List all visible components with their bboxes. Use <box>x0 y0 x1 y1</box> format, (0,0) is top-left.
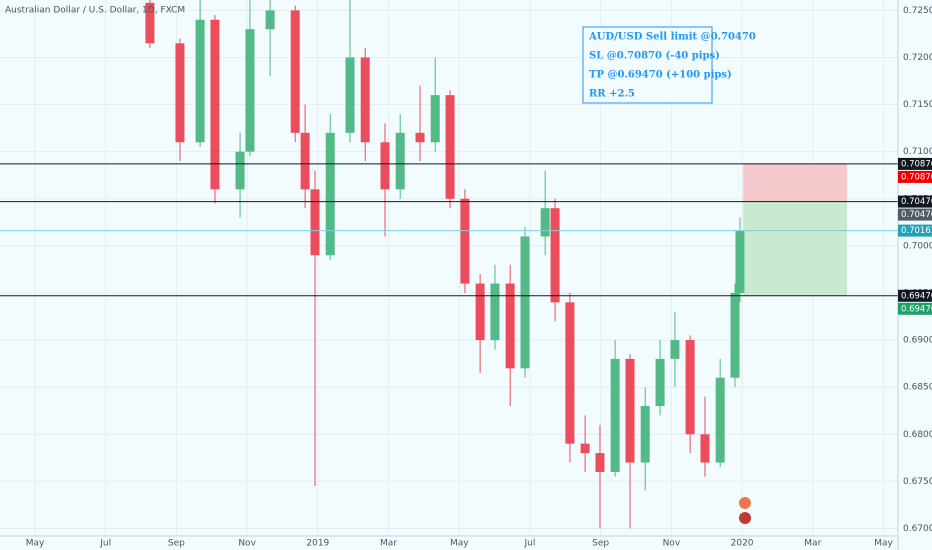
x-tick-label: May <box>450 539 469 549</box>
candle-body <box>715 377 725 463</box>
candle-body <box>460 198 470 284</box>
annotation-line: SL @0.70870 (-40 pips) <box>589 51 720 62</box>
x-tick-label: 2020 <box>731 539 754 549</box>
candle-body <box>730 292 740 378</box>
candle-body <box>345 57 355 133</box>
candle-body <box>265 10 275 30</box>
annotation-line: RR +2.5 <box>589 89 635 100</box>
candle-body <box>610 358 620 472</box>
candle-body <box>235 151 245 190</box>
candle-body <box>445 95 455 199</box>
candle-body <box>655 358 665 407</box>
price-label: 0.69470 <box>901 291 932 301</box>
axis-layer: 0.670000.675000.680000.685000.690000.695… <box>26 6 932 549</box>
price-label-bg <box>898 208 932 221</box>
x-tick-label: Nov <box>663 539 681 549</box>
candle-body <box>395 132 405 190</box>
price-label-bg <box>898 224 932 237</box>
candle-body <box>175 43 185 143</box>
candle-body <box>145 2 155 44</box>
annotation-box: AUD/USD Sell limit @0.70470 SL @0.70870 … <box>582 26 756 104</box>
candle-body <box>540 208 550 237</box>
x-tick-label: Sep <box>592 539 609 549</box>
candle-body <box>380 142 390 190</box>
candle-body <box>580 443 590 454</box>
candle-body <box>640 406 650 463</box>
price-label-bg <box>898 157 932 170</box>
candle-body <box>625 358 635 463</box>
price-label: 0.70470 <box>901 197 932 207</box>
x-tick-label: May <box>874 539 893 549</box>
event-icon <box>739 512 751 524</box>
target-zone <box>743 201 848 296</box>
candle-body <box>505 283 515 369</box>
candle-body <box>595 453 605 472</box>
annotation-line: TP @0.69470 (+100 pips) <box>589 70 732 81</box>
candle-body <box>290 10 300 133</box>
chart-title: Australian Dollar / U.S. Dollar, 1D, FXC… <box>5 6 185 16</box>
candle-body <box>415 132 425 143</box>
candle-body <box>565 302 575 444</box>
x-tick-label: Mar <box>380 539 397 549</box>
annotation-line: AUD/USD Sell limit @0.70470 <box>588 32 756 43</box>
price-label: 0.69470 <box>901 304 932 314</box>
stop-zone <box>743 163 848 202</box>
candle-body <box>310 189 320 256</box>
price-label: 0.70470 <box>901 210 932 220</box>
candle-body <box>430 95 440 143</box>
candle-body <box>700 434 710 463</box>
candle-body <box>475 283 485 341</box>
x-tick-label: Nov <box>238 539 256 549</box>
candle-body <box>550 208 560 303</box>
candle-body <box>325 132 335 256</box>
x-tick-label: Jul <box>99 539 111 549</box>
x-tick-label: Mar <box>804 539 821 549</box>
event-icon <box>739 497 751 509</box>
plot <box>0 0 898 529</box>
x-tick-label: Jul <box>524 539 536 549</box>
price-label-bg <box>898 289 932 302</box>
x-tick-label: Sep <box>168 539 185 549</box>
price-label: 0.70870 <box>901 159 932 169</box>
x-tick-label: May <box>26 539 45 549</box>
price-label-bg <box>898 195 932 208</box>
candle-body <box>685 340 695 435</box>
candle-body <box>245 29 255 152</box>
candle-body <box>195 19 205 143</box>
price-label-bg <box>898 302 932 315</box>
price-label-bg <box>898 170 932 183</box>
y-tick-label: 0.72500 <box>903 6 932 16</box>
event-icons <box>739 497 751 524</box>
candle-body <box>490 283 500 341</box>
candle-body <box>520 236 530 369</box>
x-tick-label: 2019 <box>306 539 329 549</box>
annotation-border <box>582 26 713 104</box>
candle-body <box>360 57 370 143</box>
price-label: 0.70162 <box>901 226 932 236</box>
candle-body <box>670 340 680 359</box>
candle-body <box>735 230 745 293</box>
candle-body <box>300 132 310 190</box>
candle-body <box>210 19 220 190</box>
price-label: 0.70870 <box>901 172 932 182</box>
